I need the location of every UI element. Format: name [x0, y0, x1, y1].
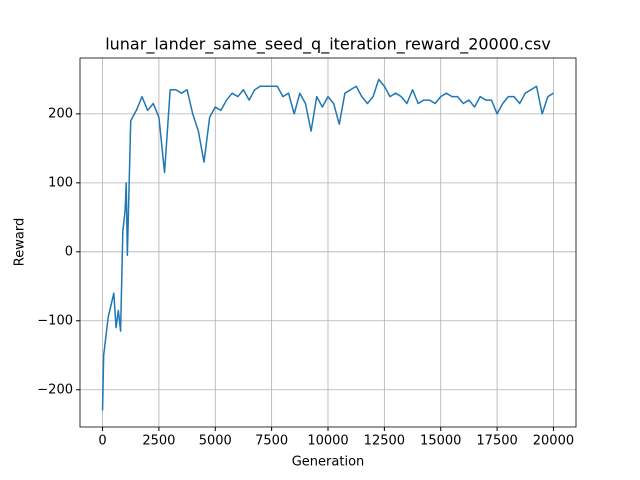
y-tick-label: −100: [37, 313, 73, 328]
y-axis-label: Reward: [13, 218, 28, 266]
x-tick-label: 2500: [142, 434, 175, 449]
x-tick-label: 12500: [364, 434, 405, 449]
x-tick-label: 17500: [476, 434, 517, 449]
x-tick-label: 20000: [533, 434, 574, 449]
x-axis-label: Generation: [292, 455, 365, 470]
y-tick-label: 200: [48, 106, 73, 121]
x-tick-label: 15000: [420, 434, 461, 449]
y-tick-label: 100: [48, 175, 73, 190]
data-line: [101, 78, 554, 411]
y-tick-label: −200: [37, 382, 73, 397]
y-tick-label: 0: [65, 244, 73, 259]
chart-title: lunar_lander_same_seed_q_iteration_rewar…: [105, 35, 551, 55]
plot-frame: [79, 57, 577, 428]
x-tick-label: 0: [98, 434, 106, 449]
x-tick-label: 5000: [199, 434, 232, 449]
x-tick-label: 7500: [255, 434, 288, 449]
x-tick-label: 10000: [307, 434, 348, 449]
